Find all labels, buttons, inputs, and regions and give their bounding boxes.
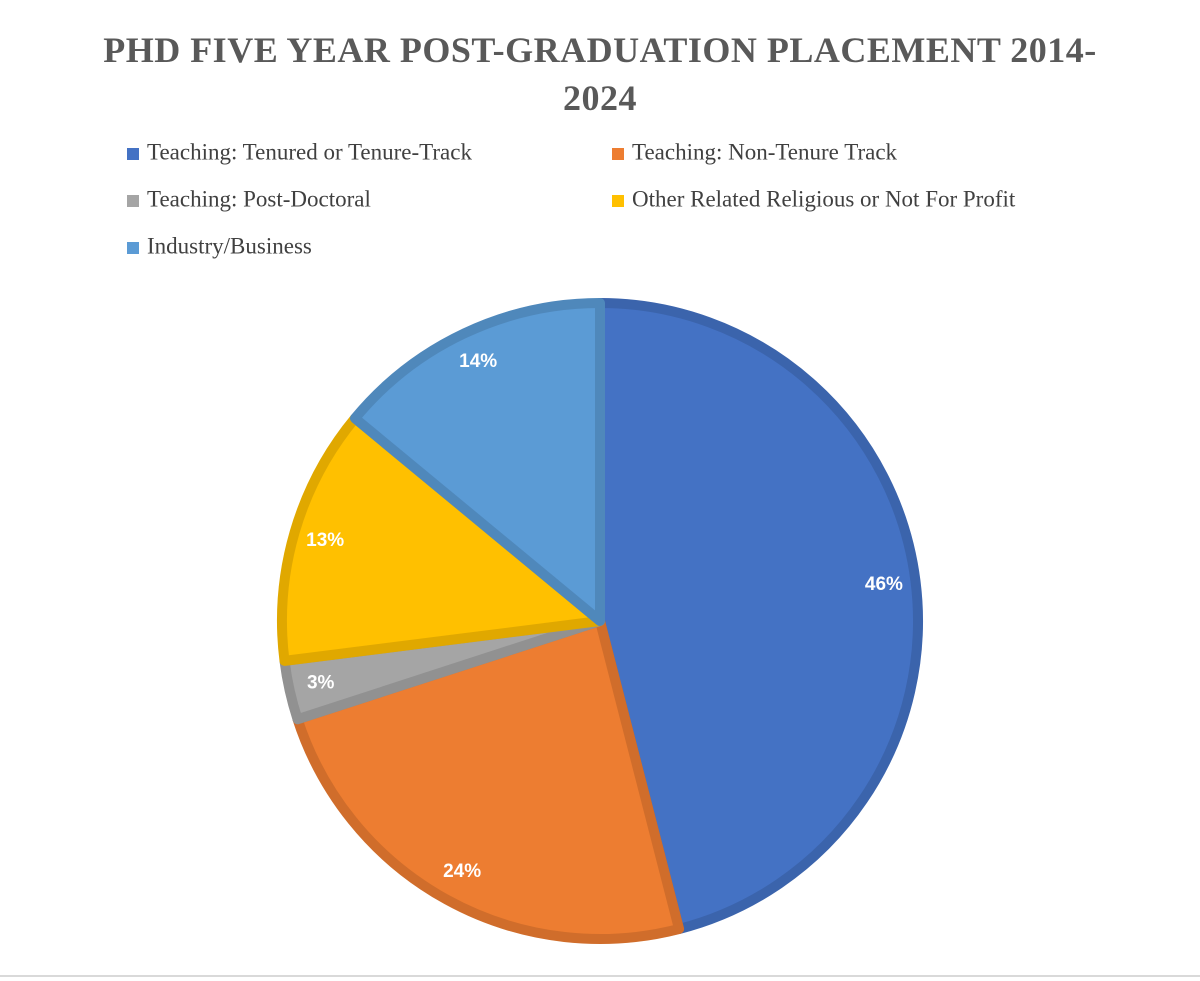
legend-label: Industry/Business xyxy=(147,233,312,258)
pie-slice xyxy=(292,616,685,944)
data-label: 3% xyxy=(307,672,335,693)
data-label: 14% xyxy=(459,351,497,372)
legend-label: Teaching: Non-Tenure Track xyxy=(632,139,898,164)
legend-label: Teaching: Post-Doctoral xyxy=(147,186,371,211)
legend-label: Other Related Religious or Not For Profi… xyxy=(632,186,1016,211)
chart-title: PHD FIVE YEAR POST-GRADUATION PLACEMENT … xyxy=(103,30,1097,118)
legend-swatch xyxy=(127,195,139,207)
legend-swatch xyxy=(127,148,139,160)
legend-swatch xyxy=(612,195,624,207)
pie-slice xyxy=(349,298,605,626)
slice-edge xyxy=(292,616,685,944)
data-label: 24% xyxy=(443,861,481,882)
legend-swatch xyxy=(127,242,139,254)
slice-edge xyxy=(277,413,605,666)
legend-swatch xyxy=(612,148,624,160)
slice-edge xyxy=(349,298,605,626)
legend-label: Teaching: Tenured or Tenure-Track xyxy=(147,139,472,164)
pie-slice xyxy=(277,413,605,666)
slice-edge xyxy=(595,298,923,935)
data-label: 13% xyxy=(306,530,344,551)
data-label: 46% xyxy=(865,574,903,595)
pie-slice xyxy=(595,298,923,935)
